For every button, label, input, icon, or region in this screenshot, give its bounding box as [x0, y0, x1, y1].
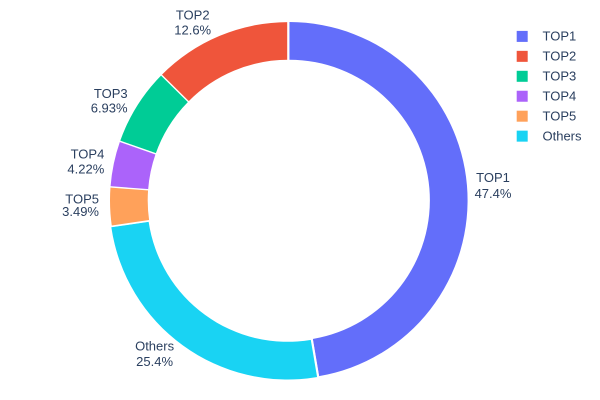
svg-text:TOP5: TOP5: [65, 191, 99, 206]
svg-text:4.22%: 4.22%: [67, 162, 104, 177]
svg-text:TOP4: TOP4: [543, 89, 577, 104]
svg-text:3.49%: 3.49%: [62, 204, 99, 219]
svg-text:12.6%: 12.6%: [174, 23, 211, 38]
svg-text:TOP2: TOP2: [543, 49, 577, 64]
svg-text:47.4%: 47.4%: [475, 186, 512, 201]
svg-text:Others: Others: [135, 339, 175, 354]
svg-text:TOP4: TOP4: [71, 147, 105, 162]
svg-text:Others: Others: [543, 128, 583, 143]
svg-text:TOP3: TOP3: [94, 86, 128, 101]
svg-text:TOP5: TOP5: [543, 109, 577, 124]
svg-text:TOP2: TOP2: [176, 7, 210, 22]
svg-text:TOP1: TOP1: [476, 170, 510, 185]
svg-text:TOP1: TOP1: [543, 29, 577, 44]
svg-text:25.4%: 25.4%: [136, 354, 173, 369]
svg-text:TOP3: TOP3: [543, 69, 577, 84]
svg-text:6.93%: 6.93%: [91, 101, 128, 116]
